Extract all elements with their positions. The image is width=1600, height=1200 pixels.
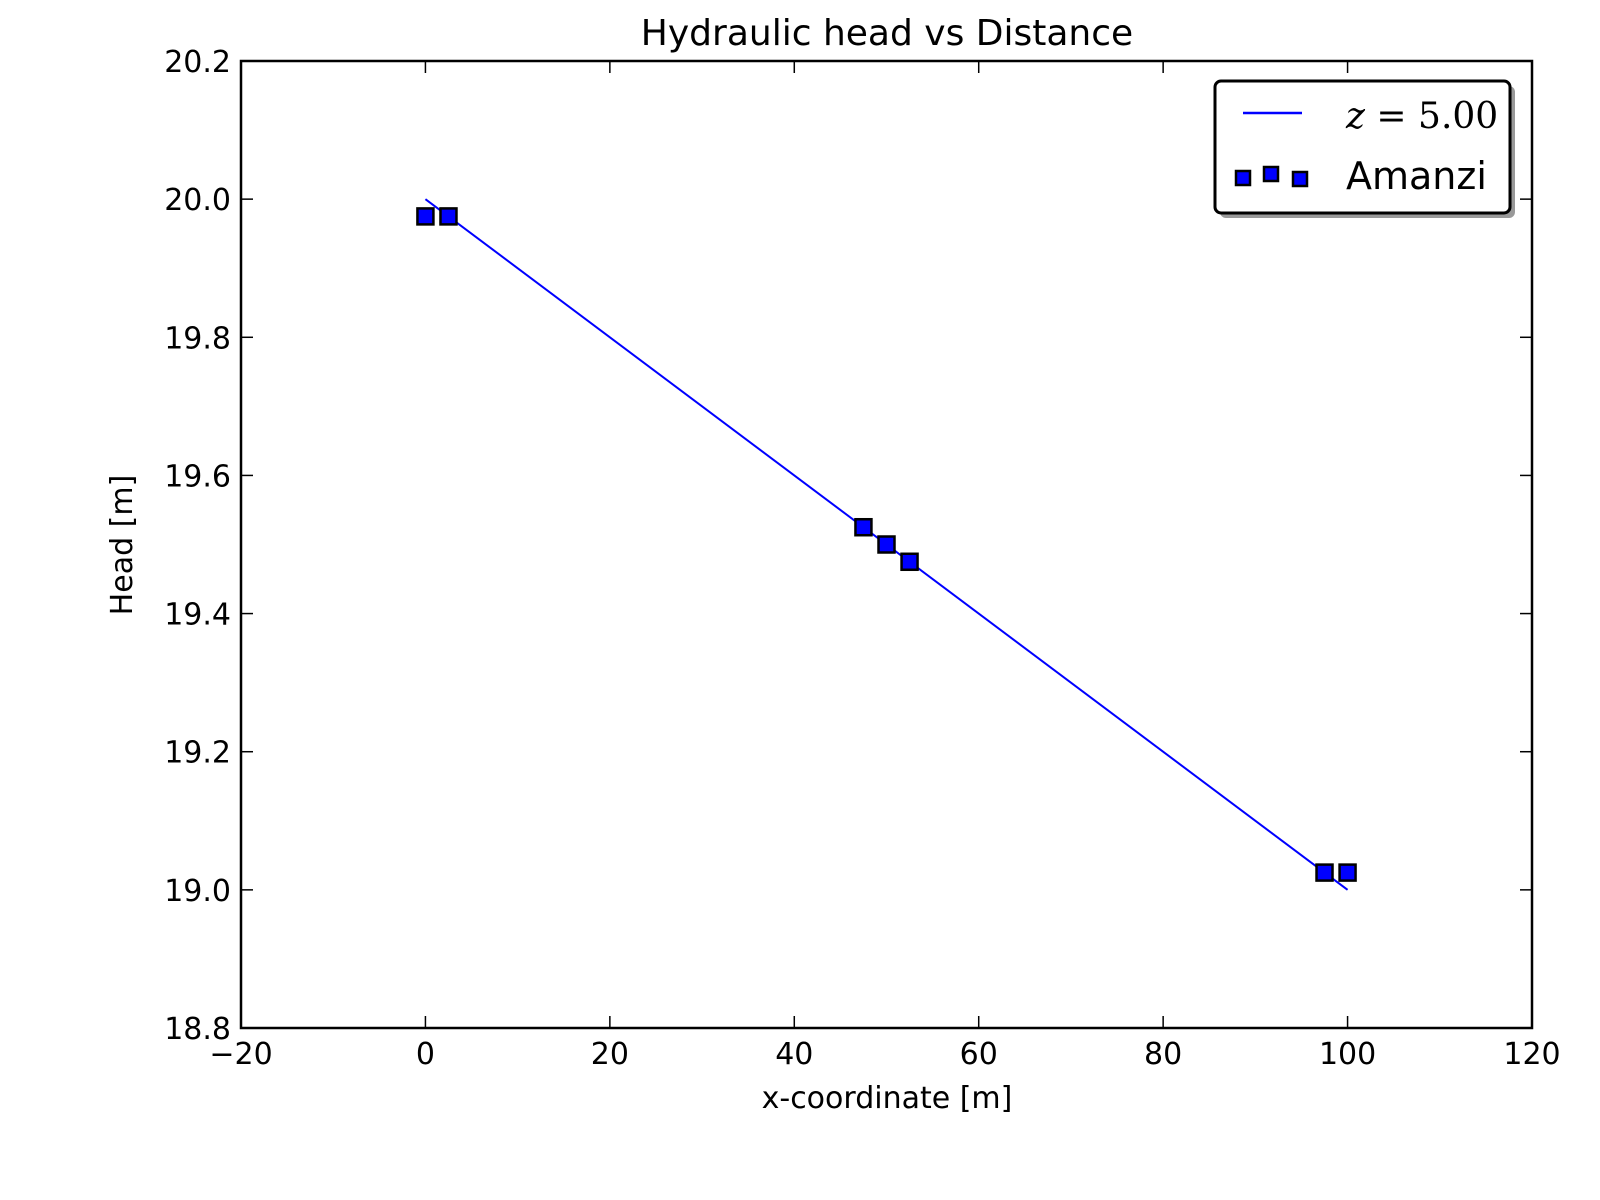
amanzi-marker [877, 535, 896, 554]
x-tick-label: 20 [591, 1037, 629, 1072]
x-tick-label: 120 [1503, 1037, 1560, 1072]
y-tick-label: 19.2 [164, 736, 231, 771]
x-tick-label: 100 [1319, 1037, 1376, 1072]
x-axis-title: x-coordinate [m] [762, 1081, 1013, 1116]
x-tick-label: 40 [775, 1037, 813, 1072]
y-tick-label: 20.2 [164, 45, 231, 80]
plot-area: −20 0 20 40 60 80 100 120 18.8 19.0 19.2 19.4 19.6 19… [164, 45, 1560, 1072]
y-tick-label: 19.0 [164, 874, 231, 909]
y-tick-label: 19.4 [164, 598, 231, 633]
x-tick-label: 60 [960, 1037, 998, 1072]
y-tick-label: 20.0 [164, 183, 231, 218]
x-tick-label: −20 [209, 1037, 272, 1072]
amanzi-marker [854, 517, 873, 537]
legend-marker-label: Amanzi [1346, 154, 1487, 198]
legend-line-label: z = 5.00 [1345, 96, 1498, 137]
legend-marker [1234, 169, 1252, 187]
amanzi-marker [1315, 863, 1334, 882]
legend-line-label-var: z [1345, 96, 1366, 137]
legend-line-label-value: 5.00 [1418, 96, 1498, 137]
chart-title: Hydraulic head vs Distance [641, 13, 1133, 54]
legend-marker [1291, 170, 1309, 188]
amanzi-marker [900, 552, 919, 572]
legend-line-label-eq: = [1376, 96, 1406, 137]
amanzi-marker [1338, 863, 1357, 882]
y-tick-label: 19.8 [164, 321, 231, 356]
legend: z = 5.00 Amanzi [1213, 79, 1515, 218]
y-axis-title: Head [m] [105, 475, 140, 616]
amanzi-marker [416, 207, 435, 226]
y-tick-label: 18.8 [164, 1012, 231, 1047]
x-tick-label: 80 [1144, 1037, 1182, 1072]
legend-marker-swatch [1234, 165, 1309, 188]
x-tick-label: 0 [416, 1037, 435, 1072]
legend-marker [1262, 165, 1280, 183]
axes-frame [239, 59, 1534, 1030]
y-tick-label: 19.6 [164, 459, 231, 494]
amanzi-marker [439, 207, 458, 226]
